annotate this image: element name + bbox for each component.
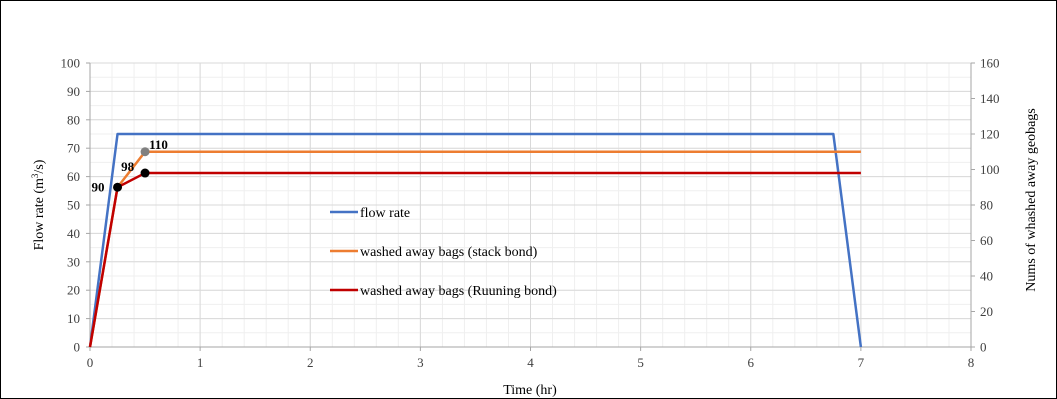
annotation-label-110: 110 (149, 137, 168, 152)
y-right-tick-label: 40 (980, 269, 993, 284)
annotation-label-90: 90 (92, 179, 105, 194)
series-line-flow-rate (90, 134, 861, 347)
y-right-tick-label: 140 (980, 91, 1000, 106)
y-right-tick-label: 80 (980, 198, 993, 213)
x-tick-label: 7 (858, 355, 865, 370)
x-tick-label: 6 (748, 355, 755, 370)
y-axis-left-title-main: Flow rate (m (32, 178, 47, 250)
y-left-tick-label: 10 (67, 311, 80, 326)
x-tick-label: 3 (417, 355, 424, 370)
y-left-tick-label: 60 (67, 169, 80, 184)
y-right-tick-label: 100 (980, 162, 1000, 177)
x-tick-label: 1 (197, 355, 204, 370)
y-left-tick-label: 30 (67, 254, 80, 269)
y-right-tick-label: 60 (980, 233, 993, 248)
y-left-tick-label: 90 (67, 84, 80, 99)
grid-layer (90, 63, 971, 347)
x-tick-label: 0 (87, 355, 94, 370)
y-axis-left-title: Flow rate (m3/s) (30, 159, 47, 250)
annotation-label-98: 98 (121, 159, 135, 174)
x-tick-label: 4 (527, 355, 534, 370)
legend: flow rate washed away bags (stack bond) … (330, 206, 557, 299)
annotation-marker-98 (141, 169, 150, 178)
y-right-tick-label: 120 (980, 127, 1000, 142)
legend-label-stack-bond: washed away bags (stack bond) (360, 245, 538, 260)
x-tick-label: 8 (968, 355, 975, 370)
series-layer (90, 134, 861, 347)
x-tick-label: 5 (637, 355, 644, 370)
y-left-tick-label: 80 (67, 112, 80, 127)
y-right-tick-label: 0 (980, 340, 987, 355)
series-line-running-bond (90, 173, 861, 347)
x-axis-title: Time (hr) (503, 383, 557, 398)
y-right-tick-label: 160 (980, 56, 1000, 71)
y-axis-left-title-tail: /s) (32, 159, 47, 173)
y-axis-right-title: Nums of whashed away geobags (1024, 108, 1039, 292)
y-right-tick-label: 20 (980, 304, 993, 319)
y-left-tick-label: 100 (61, 56, 81, 71)
legend-label-flow-rate: flow rate (360, 206, 410, 221)
y-left-tick-label: 0 (74, 340, 81, 355)
y-left-tick-label: 50 (67, 198, 80, 213)
y-left-tick-label: 20 (67, 283, 80, 298)
legend-label-running-bond: washed away bags (Ruuning bond) (360, 284, 557, 299)
y-left-tick-label: 40 (67, 226, 80, 241)
x-tick-label: 2 (307, 355, 314, 370)
annotation-marker-90 (113, 183, 122, 192)
y-left-tick-label: 70 (67, 141, 80, 156)
